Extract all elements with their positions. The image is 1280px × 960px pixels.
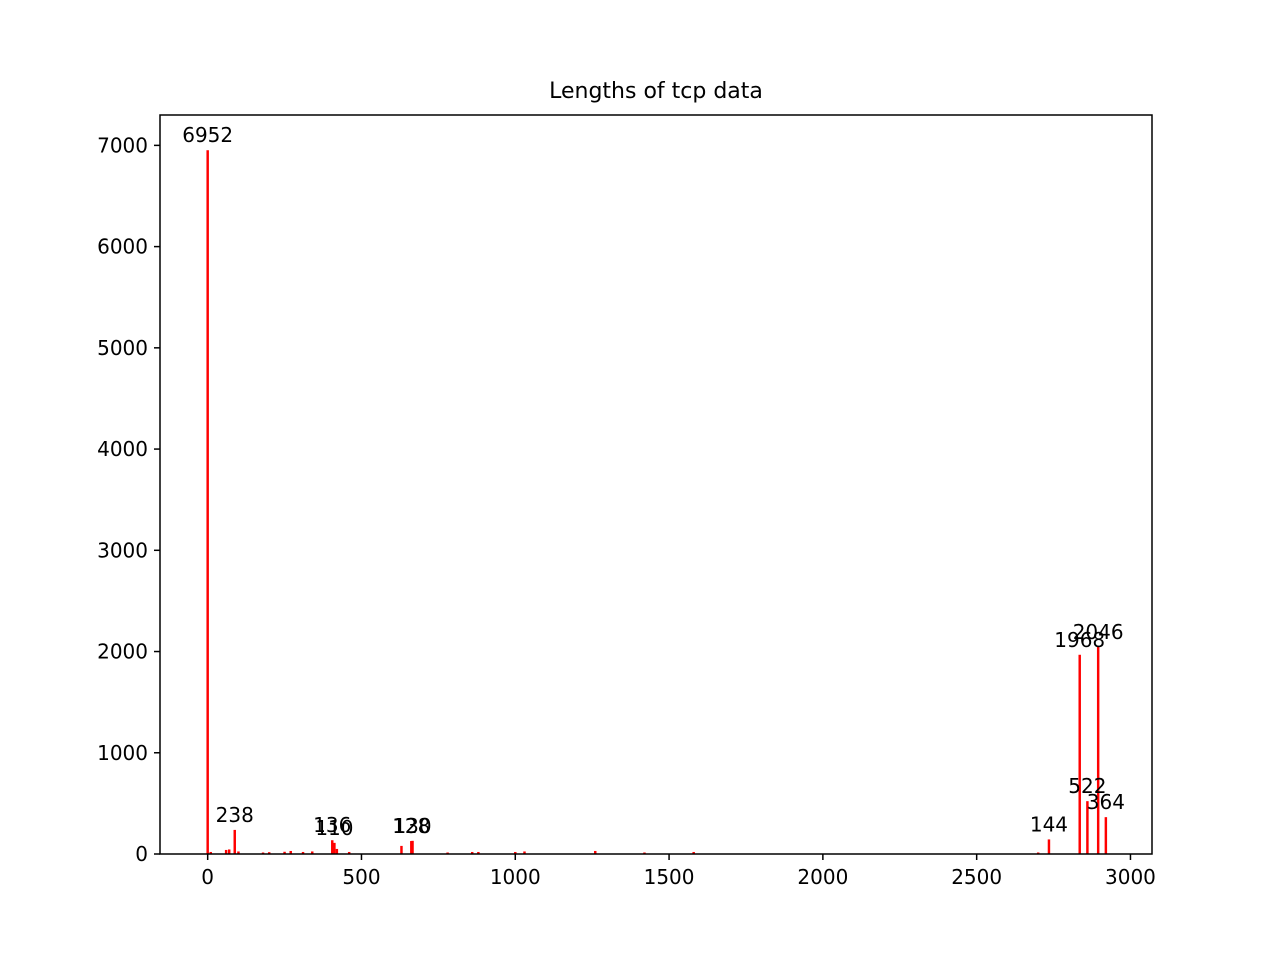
bar [335, 848, 339, 854]
bar [301, 851, 305, 854]
bar [470, 851, 474, 854]
bar-value-label: 6952 [182, 123, 233, 147]
bar-value-label: 130 [393, 814, 431, 838]
bar [594, 850, 597, 854]
plot-frame [159, 114, 1153, 855]
y-tick-label: 6000 [97, 235, 148, 259]
bar [1078, 654, 1081, 854]
y-tick-label: 3000 [97, 538, 148, 562]
bars-group [206, 150, 1108, 855]
x-axis: 0 500 1000 1500 2000 2500 3000 [201, 854, 1156, 889]
x-tick-label: 2500 [951, 865, 1002, 889]
bar [1086, 801, 1089, 854]
bar [477, 851, 480, 854]
bar-value-label: 1968 [1054, 628, 1105, 652]
y-tick-label: 1000 [97, 741, 148, 765]
bar [311, 851, 314, 854]
bar-value-label: 128 [392, 814, 430, 838]
bar [1096, 646, 1100, 854]
bar-value-label: 144 [1030, 812, 1068, 836]
bar [233, 829, 236, 854]
x-tick-label: 500 [342, 865, 380, 889]
y-tick-label: 5000 [97, 336, 148, 360]
y-axis: 0 1000 2000 3000 4000 5000 6000 7000 [97, 133, 160, 866]
bar [267, 852, 271, 854]
bar-value-label: 238 [216, 803, 254, 827]
y-tick-label: 2000 [97, 640, 148, 664]
bar [692, 851, 695, 854]
bar [283, 851, 286, 854]
x-tick-label: 2000 [797, 865, 848, 889]
bar [224, 849, 228, 854]
bar [446, 852, 449, 854]
bar [1104, 817, 1108, 854]
bar [400, 845, 403, 854]
bar [643, 852, 646, 854]
x-tick-label: 0 [201, 865, 214, 889]
y-tick-label: 0 [135, 842, 148, 866]
chart-title: Lengths of tcp data [549, 79, 763, 104]
bar-value-label: 110 [315, 816, 353, 840]
bar [347, 851, 351, 854]
bar-value-label: 2046 [1073, 620, 1124, 644]
bar [206, 150, 209, 855]
bar [261, 852, 265, 854]
bar [331, 840, 334, 854]
bar-value-label: 364 [1087, 790, 1125, 814]
bar [514, 851, 517, 854]
bar [289, 850, 292, 854]
y-tick-label: 7000 [97, 133, 148, 157]
x-tick-label: 3000 [1105, 865, 1156, 889]
bar [1036, 852, 1040, 854]
bar [237, 851, 240, 854]
bar [333, 842, 336, 854]
bar-value-label: 522 [1068, 774, 1106, 798]
bar-value-label: 136 [313, 813, 351, 837]
x-tick-label: 1500 [644, 865, 695, 889]
x-tick-label: 1000 [490, 865, 541, 889]
bar [209, 851, 212, 854]
bar [411, 840, 414, 854]
y-tick-label: 4000 [97, 437, 148, 461]
bar [1047, 839, 1051, 854]
bar [227, 849, 231, 854]
bar [523, 851, 526, 854]
